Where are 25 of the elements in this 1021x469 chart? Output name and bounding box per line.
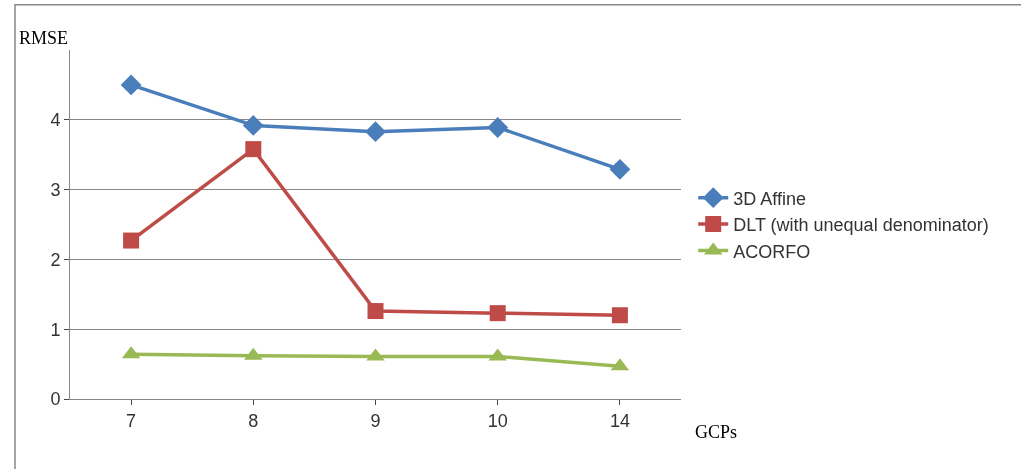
- legend-label: ACORFO: [733, 241, 811, 262]
- y-tick-label: 1: [50, 319, 61, 340]
- point: [487, 117, 509, 138]
- point: [367, 303, 384, 320]
- point: [611, 307, 628, 324]
- y-tick-label: 3: [50, 179, 61, 200]
- y-axis-title: RMSE: [19, 28, 69, 48]
- x-tick-label: 10: [487, 410, 508, 431]
- x-tick-label: 7: [126, 410, 137, 431]
- y-tick-label: 0: [50, 389, 61, 410]
- point: [120, 74, 142, 96]
- point: [242, 114, 264, 136]
- legend-label: DLT (with unequal denominator): [733, 215, 989, 236]
- y-tick-label: 4: [50, 110, 61, 131]
- legend-label: 3D Affine: [733, 188, 806, 209]
- point: [609, 158, 631, 180]
- point: [365, 121, 386, 143]
- point: [489, 305, 506, 322]
- point: [245, 141, 262, 158]
- x-axis-title: GCPs: [695, 422, 738, 442]
- x-tick-label: 8: [248, 410, 259, 431]
- point: [123, 232, 140, 249]
- y-tick-label: 2: [50, 249, 61, 270]
- x-tick-label: 9: [370, 410, 381, 431]
- x-tick-label: 14: [609, 410, 630, 431]
